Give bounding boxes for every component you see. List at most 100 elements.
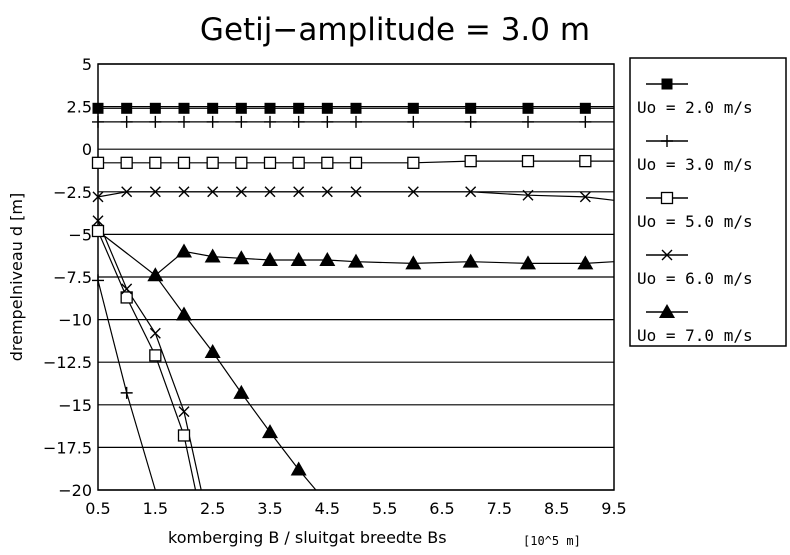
chart-title: Getij−amplitude = 3.0 m [200,12,590,48]
y-tick-labels: 5 2.5 0 −2.5 −5 −7.5 −10 −12.5 −15 −17.5 −20 [43,55,92,500]
x-tick-label: 4.5 [315,499,340,518]
data-point-series-1 [522,102,534,114]
data-point-series-2 [350,115,362,128]
data-point-series-3 [120,291,133,304]
x-tick-labels: 0.5 1.5 2.5 3.5 4.5 5.5 6.5 7.5 8.5 9.5 [85,499,626,518]
x-tick-label: 5.5 [372,499,397,518]
y-tick-label: −7.5 [53,268,92,287]
data-point-series-4 [465,186,477,198]
data-point-series-4 [178,406,190,418]
data-point-series-5 [233,250,250,265]
data-point-series-5 [319,251,336,266]
legend-label-5: Uo = 7.0 m/s [637,326,753,345]
data-point-series-4 [121,283,133,295]
x-axis-label: komberging B / sluitgat breedte Bs [168,528,447,547]
data-point-series-2 [206,115,219,128]
data-point-series-5 [520,255,536,270]
data-point-series-2 [149,115,162,128]
data-point-series-2 [522,115,534,128]
data-point-series-1 [149,102,161,114]
legend-label-2: Uo = 3.0 m/s [637,155,753,174]
x-axis-unit: [10^5 m] [523,534,581,548]
data-point-series-3 [177,156,191,169]
data-point-series-5 [147,267,164,282]
data-point-series-3 [91,156,105,169]
data-point-series-1 [350,102,362,114]
y-tick-label: 5 [82,55,92,74]
data-point-series-4 [522,189,534,201]
data-point-series-4 [92,191,104,203]
data-point-series-4 [149,186,161,198]
data-point-series-2 [264,115,276,128]
data-point-series-3 [407,156,420,169]
data-point-series-5 [262,424,278,439]
data-point-series-4 [407,186,419,198]
data-point-series-2 [321,115,334,128]
data-point-series-1 [293,102,305,114]
y-tick-label: −20 [58,481,92,500]
data-point-series-3 [177,429,191,442]
legend-label-3: Uo = 5.0 m/s [637,212,753,231]
data-point-series-1 [207,102,219,114]
y-tick-label: −5 [68,225,92,244]
data-point-series-3 [149,349,162,362]
data-point-series-2 [120,115,133,128]
y-tick-label: −15 [58,396,92,415]
data-point-series-5 [262,251,278,266]
legend-marker-5 [659,304,675,318]
series-line-2-lower-branch [97,280,156,491]
series-markers [91,102,594,476]
data-point-series-2 [235,115,248,128]
data-point-series-3 [579,154,592,168]
data-point-series-5 [462,253,479,268]
data-point-series-2 [292,115,305,128]
x-tick-label: 3.5 [257,499,282,518]
data-point-series-4 [321,186,333,198]
data-point-series-1 [121,102,133,114]
data-point-series-3 [235,156,248,169]
x-tick-label: 8.5 [544,499,569,518]
data-point-series-4 [350,186,362,198]
data-point-series-5 [176,243,192,258]
data-point-series-5 [348,253,364,268]
data-point-series-4 [178,186,190,198]
data-point-series-5 [290,251,307,266]
data-point-series-5 [290,461,307,476]
data-point-series-2 [92,115,104,128]
data-point-series-5 [176,306,192,321]
x-tick-label: 0.5 [85,499,110,518]
y-tick-label: −12.5 [43,353,92,372]
legend: Uo = 2.0 m/s Uo = 3.0 m/s Uo = 5.0 m/s Uo =… [637,78,753,345]
series-line-5-lower-branch [154,274,317,491]
data-point-series-4 [121,186,133,198]
data-point-series-3 [91,224,105,238]
data-point-series-4 [579,191,591,203]
data-point-series-2 [178,115,190,128]
legend-label-4: Uo = 6.0 m/s [637,269,753,288]
y-tick-label: −2.5 [53,183,92,202]
data-point-series-1 [178,102,190,114]
y-axis-label: drempelniveau d [m] [7,193,26,362]
series-line-3-lower-branch [97,230,197,491]
data-point-series-4 [235,186,247,198]
x-tick-label: 7.5 [487,499,512,518]
data-point-series-2 [464,115,477,128]
data-point-series-1 [264,102,276,114]
data-point-series-1 [321,102,333,114]
legend-marker-4 [661,249,673,261]
data-point-series-3 [521,154,535,168]
data-point-series-3 [321,156,334,169]
data-point-series-3 [349,156,363,169]
data-point-series-5 [405,255,422,270]
data-point-series-4 [149,327,161,339]
y-tick-label: 0 [82,140,92,159]
data-point-series-1 [235,102,247,114]
data-point-series-3 [464,154,477,168]
legend-box [629,57,787,347]
data-point-series-4 [264,186,276,198]
legend-marker-1 [661,78,673,90]
data-point-series-1 [465,102,477,114]
x-tick-label: 1.5 [143,499,168,518]
y-tick-label: −17.5 [43,438,92,457]
